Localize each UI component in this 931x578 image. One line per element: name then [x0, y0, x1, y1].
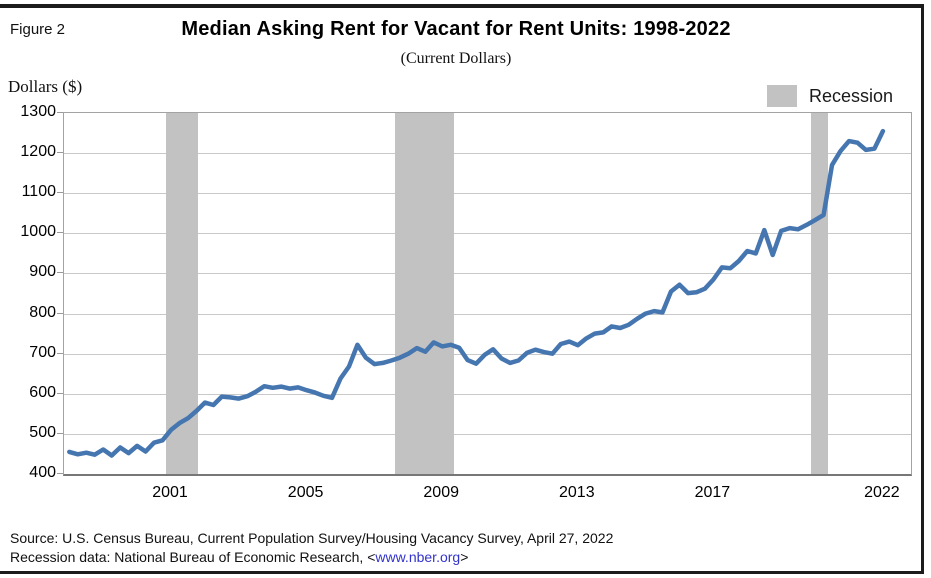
y-tick-label-500: 500 [29, 423, 56, 441]
recession-legend-label: Recession [809, 85, 894, 106]
x-tick-label-2022: 2022 [864, 484, 900, 501]
y-tick-mark-600 [57, 392, 63, 394]
y-tick-mark-1200 [57, 152, 63, 154]
legend: Recession [767, 85, 893, 107]
x-tick-label-2001: 2001 [152, 484, 188, 501]
recession-source-text-suffix: > [460, 549, 469, 565]
y-tick-mark-400 [57, 473, 63, 474]
y-tick-label-800: 800 [29, 303, 56, 321]
y-tick-mark-700 [57, 352, 63, 354]
y-tick-mark-1000 [57, 232, 63, 234]
recession-band-2 [394, 113, 455, 474]
y-tick-mark-800 [57, 312, 63, 314]
gridline-1000 [64, 233, 911, 235]
y-tick-mark-500 [57, 432, 63, 434]
nber-link[interactable]: www.nber.org [375, 549, 461, 565]
recession-source-note: Recession data: National Bureau of Econo… [10, 549, 468, 565]
gridline-1200 [64, 153, 911, 155]
chart-title: Median Asking Rent for Vacant for Rent U… [181, 18, 731, 40]
y-tick-mark-1100 [57, 192, 63, 194]
x-tick-label-2013: 2013 [559, 484, 595, 501]
y-tick-label-400: 400 [29, 464, 56, 481]
y-tick-label-1000: 1000 [20, 223, 56, 241]
rent-line [67, 128, 886, 458]
y-tick-label-900: 900 [29, 263, 56, 281]
y-tick-label-1300: 1300 [20, 103, 56, 120]
y-axis-title: Dollars ($) [8, 77, 83, 96]
x-tick-label-2009: 2009 [423, 484, 459, 501]
gridline-900 [64, 273, 911, 275]
y-tick-label-1200: 1200 [20, 143, 56, 161]
figure-border-right [921, 4, 924, 573]
x-tick-label-2005: 2005 [287, 484, 324, 501]
source-note: Source: U.S. Census Bureau, Current Popu… [10, 530, 614, 546]
y-tick-label-1100: 1100 [21, 183, 56, 201]
plot-area [63, 112, 912, 476]
y-tick-mark-900 [57, 272, 63, 274]
gridline-800 [64, 313, 911, 315]
recession-source-text: Recession data: National Bureau of Econo… [10, 549, 376, 565]
y-tick-label-700: 700 [29, 343, 56, 361]
y-tick-mark-1300 [57, 112, 63, 113]
gridline-500 [64, 433, 911, 435]
gridline-1100 [64, 193, 911, 195]
rent-line-path [67, 128, 886, 458]
recession-legend-swatch [767, 85, 797, 107]
figure-border-top [0, 4, 924, 8]
figure-label: Figure 2 [10, 21, 66, 38]
y-tick-label-600: 600 [29, 383, 56, 401]
figure-border-bottom [0, 571, 924, 574]
chart-subtitle: (Current Dollars) [400, 50, 512, 67]
gridline-600 [64, 393, 911, 395]
x-tick-label-2017: 2017 [694, 484, 731, 501]
